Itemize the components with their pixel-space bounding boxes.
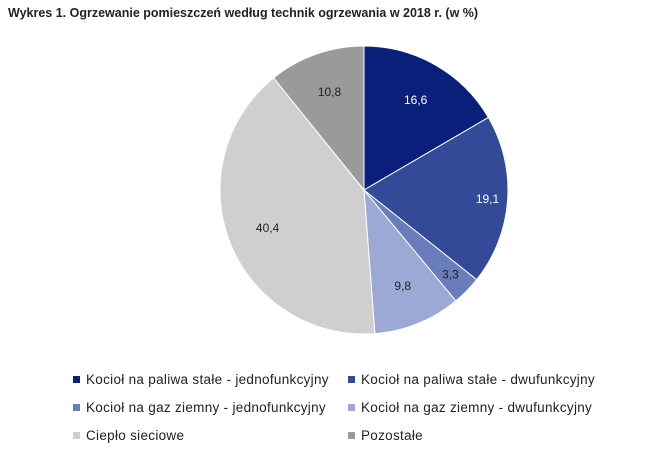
data-label-gaz-dwufunkcyjny: 9,8 <box>394 279 411 293</box>
pie-slice-gaz-dwufunkcyjny <box>363 188 457 335</box>
legend-label: Ciepło sieciowe <box>86 428 185 443</box>
legend-label: Kocioł na gaz ziemny - dwufunkcyjny <box>361 400 593 415</box>
legend-item-gaz-dwufunkcyjny: Kocioł na gaz ziemny - dwufunkcyjny <box>348 400 592 415</box>
data-label-paliwa-jednofunkcyjny: 16,6 <box>404 93 428 107</box>
legend-swatch <box>348 376 355 383</box>
pie-slice-paliwa-jednofunkcyjny <box>363 45 490 191</box>
pie-slice-paliwa-dwufunkcyjny <box>363 116 509 281</box>
legend-item-cieplo-sieciowe: Ciepło sieciowe <box>73 428 184 443</box>
legend-item-pozostale: Pozostałe <box>348 428 423 443</box>
data-label-pozostale: 10,8 <box>318 85 342 99</box>
legend-swatch <box>73 376 80 383</box>
legend-swatch <box>348 432 355 439</box>
legend-item-paliwa-jednofunkcyjny: Kocioł na paliwa stałe - jednofunkcyjny <box>73 372 329 387</box>
data-label-paliwa-dwufunkcyjny: 19,1 <box>476 192 500 206</box>
legend-item-gaz-jednofunkcyjny: Kocioł na gaz ziemny - jednofunkcyjny <box>73 400 326 415</box>
legend-label: Kocioł na gaz ziemny - jednofunkcyjny <box>86 400 326 415</box>
legend-swatch <box>73 432 80 439</box>
chart-title: Wykres 1. Ogrzewanie pomieszczeń według … <box>8 6 479 20</box>
data-label-cieplo-sieciowe: 40,4 <box>256 221 280 235</box>
legend-swatch <box>73 404 80 411</box>
data-label-gaz-jednofunkcyjny: 3,3 <box>442 268 459 282</box>
legend-swatch <box>348 404 355 411</box>
legend-label: Pozostałe <box>361 428 423 443</box>
legend-label: Kocioł na paliwa stałe - jednofunkcyjny <box>86 372 329 387</box>
pie-slice-pozostale <box>272 45 365 192</box>
pie-slice-cieplo-sieciowe <box>219 77 376 335</box>
legend-item-paliwa-dwufunkcyjny: Kocioł na paliwa stałe - dwufunkcyjny <box>348 372 595 387</box>
legend-label: Kocioł na paliwa stałe - dwufunkcyjny <box>361 372 595 387</box>
